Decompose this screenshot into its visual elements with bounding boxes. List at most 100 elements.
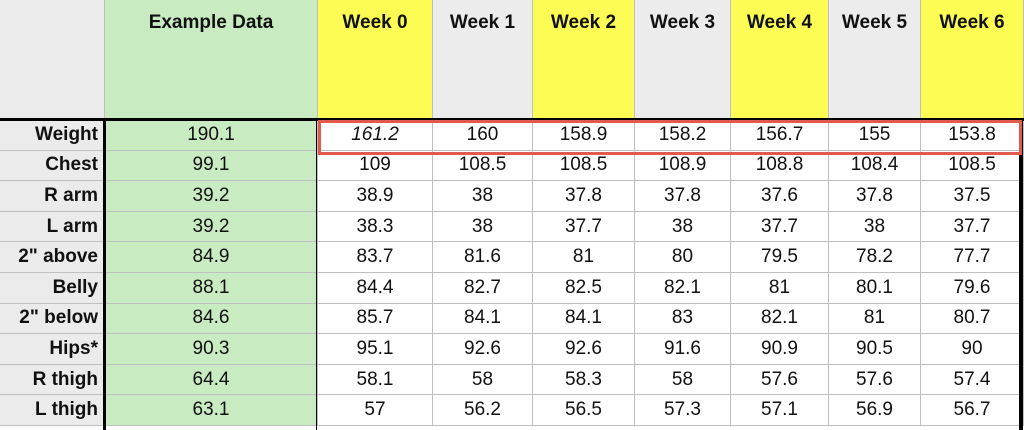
row-label[interactable]: Hips* [0,334,105,365]
data-cell[interactable]: 80.7 [921,303,1024,335]
data-cell[interactable]: 84.6 [105,303,318,335]
data-cell[interactable]: 57.1 [731,395,829,426]
row-label[interactable]: Chest [0,150,105,182]
data-cell[interactable]: 37.8 [635,181,731,212]
data-cell[interactable]: 158.2 [635,120,731,151]
data-cell[interactable]: 37.7 [533,211,635,243]
data-cell[interactable]: 85.7 [318,303,433,335]
data-cell[interactable]: 108.4 [829,150,921,182]
data-cell[interactable]: 56.2 [433,395,533,426]
data-cell[interactable]: 109 [318,150,433,182]
data-cell[interactable]: 83.7 [318,242,433,273]
data-cell[interactable]: 78.2 [829,242,921,273]
data-cell[interactable]: 57.4 [921,364,1024,396]
data-cell[interactable]: 38 [433,211,533,243]
data-cell[interactable]: 58 [433,364,533,396]
data-cell[interactable]: 99.1 [105,150,318,182]
data-cell[interactable]: 108.5 [433,150,533,182]
data-cell[interactable]: 57.6 [731,364,829,396]
data-cell[interactable]: 84.1 [433,303,533,335]
data-cell[interactable]: 56.9 [829,395,921,426]
data-cell[interactable]: 81.6 [433,242,533,273]
data-cell[interactable]: 63.1 [105,395,318,426]
data-cell[interactable]: 92.6 [533,334,635,365]
row-label[interactable]: 2" below [0,303,105,335]
data-cell[interactable]: 82.5 [533,273,635,304]
data-cell[interactable]: 82.1 [731,303,829,335]
data-cell[interactable]: 90 [921,334,1024,365]
data-cell[interactable]: 108.9 [635,150,731,182]
data-cell[interactable]: 90.3 [105,334,318,365]
data-cell[interactable]: 156.7 [731,120,829,151]
data-cell[interactable]: 79.5 [731,242,829,273]
data-cell[interactable]: 38.3 [318,211,433,243]
data-cell[interactable]: 58.1 [318,364,433,396]
data-cell[interactable]: 37.8 [829,181,921,212]
data-cell[interactable]: 57 [318,395,433,426]
data-cell[interactable]: 161.2 [318,120,433,151]
data-cell[interactable]: 155 [829,120,921,151]
data-cell[interactable]: 88.1 [105,273,318,304]
data-cell[interactable]: 82.7 [433,273,533,304]
data-cell[interactable]: 84.4 [318,273,433,304]
data-cell[interactable]: 108.8 [731,150,829,182]
data-cell[interactable]: 80.1 [829,273,921,304]
column-header[interactable]: Week 1 [433,0,533,120]
data-cell[interactable]: 153.8 [921,120,1024,151]
column-header[interactable]: Week 0 [318,0,433,120]
data-cell[interactable]: 90.9 [731,334,829,365]
data-cell[interactable]: 84.9 [105,242,318,273]
header-divider [0,118,1024,121]
data-cell[interactable]: 38 [433,181,533,212]
data-cell[interactable]: 38.9 [318,181,433,212]
data-cell[interactable]: 83 [635,303,731,335]
data-cell[interactable]: 58 [635,364,731,396]
row-label[interactable]: R thigh [0,364,105,396]
label-divider [103,118,106,430]
row-label[interactable]: 2" above [0,242,105,273]
column-header[interactable]: Week 3 [635,0,731,120]
data-cell[interactable]: 58.3 [533,364,635,396]
row-label[interactable]: L thigh [0,395,105,426]
data-cell[interactable]: 37.7 [731,211,829,243]
data-cell[interactable]: 108.5 [921,150,1024,182]
row-label[interactable]: Belly [0,273,105,304]
data-cell[interactable]: 64.4 [105,364,318,396]
row-label[interactable]: Weight [0,120,105,151]
data-cell[interactable]: 108.5 [533,150,635,182]
data-cell[interactable]: 37.5 [921,181,1024,212]
data-cell[interactable]: 90.5 [829,334,921,365]
column-header[interactable]: Example Data [105,0,318,120]
data-cell[interactable]: 160 [433,120,533,151]
data-cell[interactable]: 92.6 [433,334,533,365]
data-cell[interactable]: 37.7 [921,211,1024,243]
data-cell[interactable]: 56.5 [533,395,635,426]
column-header[interactable]: Week 2 [533,0,635,120]
data-cell[interactable]: 57.3 [635,395,731,426]
data-cell[interactable]: 81 [731,273,829,304]
data-cell[interactable]: 84.1 [533,303,635,335]
data-cell[interactable]: 91.6 [635,334,731,365]
data-cell[interactable]: 77.7 [921,242,1024,273]
data-cell[interactable]: 37.8 [533,181,635,212]
data-cell[interactable]: 81 [829,303,921,335]
column-header[interactable]: Week 5 [829,0,921,120]
data-cell[interactable]: 80 [635,242,731,273]
data-cell[interactable]: 38 [829,211,921,243]
data-cell[interactable]: 56.7 [921,395,1024,426]
data-cell[interactable]: 38 [635,211,731,243]
data-cell[interactable]: 82.1 [635,273,731,304]
data-cell[interactable]: 81 [533,242,635,273]
data-cell[interactable]: 158.9 [533,120,635,151]
data-cell[interactable]: 57.6 [829,364,921,396]
column-header[interactable]: Week 6 [921,0,1024,120]
data-cell[interactable]: 39.2 [105,181,318,212]
row-label[interactable]: L arm [0,211,105,243]
data-cell[interactable]: 39.2 [105,211,318,243]
data-cell[interactable]: 37.6 [731,181,829,212]
column-header[interactable]: Week 4 [731,0,829,120]
data-cell[interactable]: 95.1 [318,334,433,365]
data-cell[interactable]: 79.6 [921,273,1024,304]
data-cell[interactable]: 190.1 [105,120,318,151]
row-label[interactable]: R arm [0,181,105,212]
